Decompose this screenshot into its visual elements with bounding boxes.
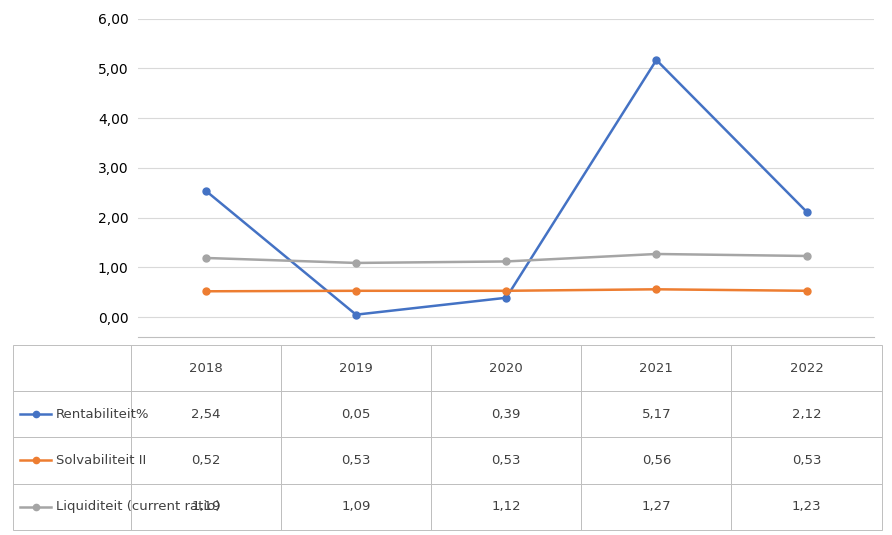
Text: 2021: 2021	[640, 362, 673, 374]
Text: 2,12: 2,12	[792, 408, 822, 421]
Text: Liquiditeit (current ratio): Liquiditeit (current ratio)	[56, 500, 220, 513]
Text: 0,56: 0,56	[641, 454, 671, 467]
Text: 0,39: 0,39	[491, 408, 521, 421]
Text: 0,53: 0,53	[491, 454, 521, 467]
Text: Solvabiliteit II: Solvabiliteit II	[56, 454, 146, 467]
Text: 0,05: 0,05	[342, 408, 371, 421]
Text: 2020: 2020	[490, 362, 523, 374]
Text: 5,17: 5,17	[641, 408, 671, 421]
Text: 2018: 2018	[189, 362, 223, 374]
Text: 1,23: 1,23	[792, 500, 822, 513]
Text: 2019: 2019	[339, 362, 373, 374]
Text: 0,53: 0,53	[792, 454, 822, 467]
Text: 1,27: 1,27	[641, 500, 671, 513]
Text: 1,09: 1,09	[342, 500, 371, 513]
Text: 1,12: 1,12	[491, 500, 521, 513]
Text: 0,52: 0,52	[191, 454, 220, 467]
Text: 2022: 2022	[789, 362, 823, 374]
Text: 2,54: 2,54	[191, 408, 220, 421]
Text: Rentabiliteit%: Rentabiliteit%	[56, 408, 150, 421]
Text: 1,19: 1,19	[191, 500, 220, 513]
Text: 0,53: 0,53	[342, 454, 371, 467]
